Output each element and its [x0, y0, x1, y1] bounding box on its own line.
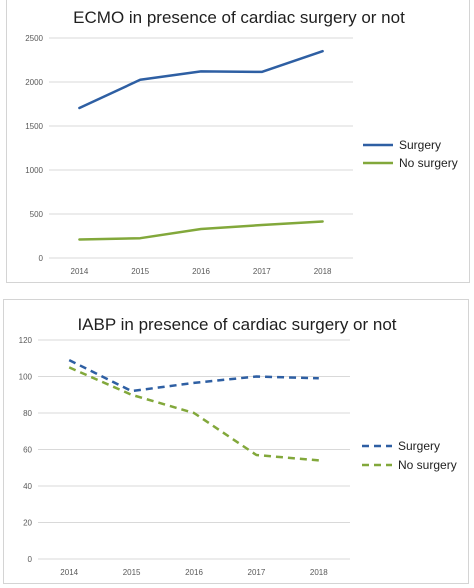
- ecmo-y-tick-label: 1000: [25, 166, 43, 175]
- ecmo-chart-title: ECMO in presence of cardiac surgery or n…: [73, 8, 405, 27]
- ecmo-x-tick-label: 2016: [192, 267, 210, 276]
- ecmo-chart: ECMO in presence of cardiac surgery or n…: [25, 8, 458, 276]
- iabp-y-tick-label: 60: [23, 446, 32, 455]
- iabp-series-line-no-surgery: [68, 366, 319, 462]
- iabp-y-tick-label: 20: [23, 519, 32, 528]
- iabp-y-tick-label: 120: [19, 336, 33, 345]
- iabp-series-line-surgery: [68, 358, 319, 393]
- iabp-x-tick-label: 2018: [310, 568, 328, 577]
- ecmo-series-line-surgery: [78, 49, 324, 110]
- ecmo-legend-label-no-surgery: No surgery: [399, 156, 458, 170]
- iabp-x-tick-label: 2016: [185, 568, 203, 577]
- iabp-y-tick-label: 100: [19, 373, 33, 382]
- iabp-chart-panel: IABP in presence of cardiac surgery or n…: [3, 299, 469, 584]
- ecmo-chart-panel: ECMO in presence of cardiac surgery or n…: [6, 0, 470, 283]
- iabp-x-tick-label: 2014: [60, 568, 78, 577]
- iabp-x-tick-label: 2015: [123, 568, 141, 577]
- ecmo-x-tick-label: 2014: [71, 267, 89, 276]
- ecmo-y-tick-label: 500: [30, 210, 44, 219]
- ecmo-y-tick-label: 0: [39, 254, 44, 263]
- ecmo-legend-label-surgery: Surgery: [399, 138, 441, 152]
- iabp-y-tick-label: 80: [23, 409, 32, 418]
- ecmo-y-tick-label: 2500: [25, 34, 43, 43]
- ecmo-x-tick-label: 2018: [314, 267, 332, 276]
- iabp-chart-title: IABP in presence of cardiac surgery or n…: [77, 315, 396, 334]
- iabp-chart: IABP in presence of cardiac surgery or n…: [19, 315, 457, 577]
- ecmo-series-line-no-surgery: [78, 220, 324, 241]
- iabp-y-tick-label: 40: [23, 482, 32, 491]
- ecmo-x-tick-label: 2017: [253, 267, 271, 276]
- iabp-y-tick-label: 0: [28, 555, 33, 564]
- iabp-legend-label-no-surgery: No surgery: [398, 458, 457, 472]
- iabp-x-tick-label: 2017: [248, 568, 266, 577]
- ecmo-y-tick-label: 2000: [25, 78, 43, 87]
- iabp-legend-label-surgery: Surgery: [398, 439, 440, 453]
- ecmo-y-tick-label: 1500: [25, 122, 43, 131]
- ecmo-x-tick-label: 2015: [131, 267, 149, 276]
